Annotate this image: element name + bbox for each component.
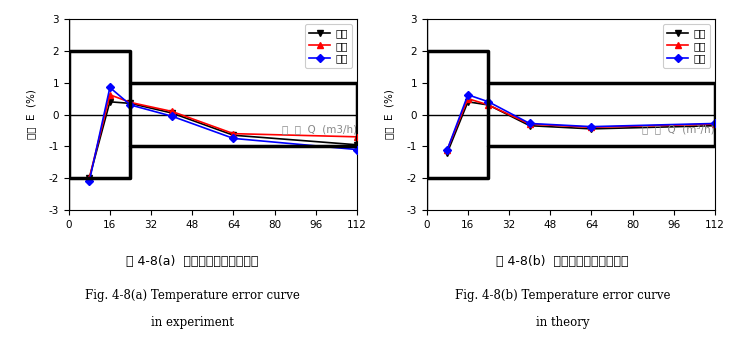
Text: Fig. 4-8(b) Temperature error curve: Fig. 4-8(b) Temperature error curve bbox=[454, 289, 670, 302]
Text: 图 4-8(a)  实验下温度误差曲线图: 图 4-8(a) 实验下温度误差曲线图 bbox=[127, 255, 258, 268]
Text: in theory: in theory bbox=[536, 316, 589, 329]
Text: 流  量  Q  (m³/h): 流 量 Q (m³/h) bbox=[642, 124, 715, 134]
Text: in experiment: in experiment bbox=[151, 316, 234, 329]
Text: Fig. 4-8(a) Temperature error curve: Fig. 4-8(a) Temperature error curve bbox=[85, 289, 300, 302]
Text: 流  量  Q  (m3/h): 流 量 Q (m3/h) bbox=[282, 124, 357, 134]
Text: 图 4-8(b)  理论上温度误差曲线图: 图 4-8(b) 理论上温度误差曲线图 bbox=[496, 255, 629, 268]
Text: 误差  E  (%): 误差 E (%) bbox=[26, 90, 36, 139]
Legend: 低温, 常温, 高温: 低温, 常温, 高温 bbox=[663, 24, 710, 68]
Legend: 低温, 常温, 高温: 低温, 常温, 高温 bbox=[305, 24, 352, 68]
Text: 误差  E  (%): 误差 E (%) bbox=[384, 90, 394, 139]
